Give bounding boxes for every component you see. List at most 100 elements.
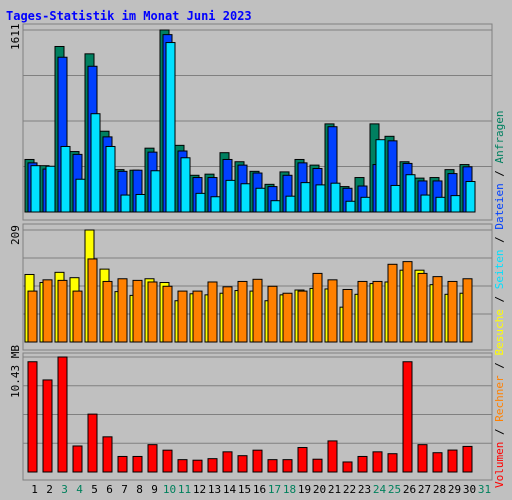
panel-2: 209: [9, 223, 493, 351]
x-tick-label: 25: [388, 483, 401, 496]
bar-rechner-25: [387, 263, 398, 343]
bar-volumen-25: [387, 453, 398, 473]
y-axis-max-label: 209: [9, 225, 22, 245]
bar-volumen-24: [372, 451, 383, 473]
bar-volumen-8: [132, 455, 143, 473]
bar-rechner-4: [72, 290, 83, 343]
bar-rechner-16: [252, 278, 263, 343]
legend-entry: Seiten: [493, 250, 506, 290]
x-tick-label: 7: [121, 483, 128, 496]
bar-volumen-16: [252, 449, 263, 473]
bar-seiten-13: [210, 196, 221, 213]
bar-seiten-12: [195, 192, 206, 213]
bar-volumen-19: [297, 447, 308, 473]
x-tick-label: 20: [313, 483, 326, 496]
bar-rechner-8: [132, 279, 143, 343]
bar-seiten-20: [315, 184, 326, 213]
bar-seiten-29: [450, 195, 461, 213]
bar-volumen-15: [237, 455, 248, 473]
bar-rechner-24: [372, 280, 383, 343]
bar-seiten-14: [225, 179, 236, 213]
bar-rechner-5: [87, 258, 98, 343]
bar-seiten-10: [165, 42, 176, 213]
chart-panels: 1611 209 10.43 MB: [9, 23, 493, 481]
x-tick-label: 10: [163, 483, 176, 496]
panel-3: 10.43 MB: [9, 345, 493, 481]
x-tick-label: 13: [208, 483, 221, 496]
bar-volumen-29: [447, 449, 458, 473]
bar-seiten-26: [405, 174, 416, 213]
bar-rechner-11: [177, 290, 188, 343]
x-tick-label: 29: [448, 483, 461, 496]
y-axis-max-label: 1611: [9, 24, 22, 51]
legend-entry: /: [493, 289, 506, 309]
bar-volumen-5: [87, 413, 98, 473]
bar-rechner-20: [312, 272, 323, 343]
bar-seiten-4: [75, 178, 86, 213]
bar-volumen-18: [282, 459, 293, 473]
bar-volumen-11: [177, 459, 188, 473]
bar-seiten-25: [390, 184, 401, 213]
bar-rechner-22: [342, 288, 353, 343]
bar-seiten-17: [270, 200, 281, 213]
bar-rechner-2: [42, 279, 53, 343]
x-tick-label: 4: [76, 483, 83, 496]
legend-entry: /: [493, 230, 506, 250]
bar-seiten-2: [45, 165, 56, 213]
bar-volumen-20: [312, 458, 323, 473]
bar-volumen-12: [192, 459, 203, 473]
bar-rechner-27: [417, 272, 428, 343]
bar-seiten-19: [300, 182, 311, 213]
bar-rechner-13: [207, 281, 218, 343]
x-tick-label: 26: [403, 483, 416, 496]
bar-rechner-21: [327, 279, 338, 343]
x-tick-label: 21: [328, 483, 341, 496]
x-tick-label: 11: [178, 483, 191, 496]
x-tick-label: 22: [343, 483, 356, 496]
bar-volumen-7: [117, 455, 128, 473]
x-tick-label: 12: [193, 483, 206, 496]
x-tick-label: 15: [238, 483, 251, 496]
legend-entry: Anfragen: [493, 110, 506, 163]
bar-rechner-6: [102, 280, 113, 343]
legend-entry: /: [493, 422, 506, 442]
panel-1: 1611: [9, 23, 493, 221]
bar-rechner-3: [57, 279, 68, 343]
y-axis-max-label: 10.43 MB: [9, 345, 22, 398]
bar-volumen-2: [42, 379, 53, 473]
legend-entry: Dateien: [493, 183, 506, 229]
bar-volumen-1: [27, 361, 38, 473]
bar-seiten-15: [240, 183, 251, 213]
bar-volumen-3: [57, 356, 68, 473]
bar-rechner-14: [222, 286, 233, 343]
bar-volumen-14: [222, 451, 233, 473]
x-tick-label: 1: [31, 483, 38, 496]
bar-seiten-5: [90, 113, 101, 213]
vertical-legend: Volumen / Rechner / Besuche / Seiten / D…: [493, 110, 506, 488]
x-tick-label: 5: [91, 483, 98, 496]
legend-entry: /: [493, 163, 506, 183]
legend-entry: /: [493, 356, 506, 376]
bar-seiten-1: [30, 165, 41, 213]
legend-entry: Volumen: [493, 442, 506, 488]
x-tick-label: 23: [358, 483, 371, 496]
bar-seiten-23: [360, 196, 371, 213]
bar-volumen-6: [102, 436, 113, 473]
x-tick-label: 19: [298, 483, 311, 496]
bar-seiten-27: [420, 194, 431, 213]
bar-seiten-6: [105, 145, 116, 213]
bar-rechner-19: [297, 290, 308, 343]
bar-volumen-30: [462, 445, 473, 473]
bar-rechner-15: [237, 280, 248, 343]
bar-seiten-7: [120, 194, 131, 213]
x-tick-label: 2: [46, 483, 53, 496]
x-tick-label: 17: [268, 483, 281, 496]
bar-seiten-11: [180, 157, 191, 213]
bar-rechner-9: [147, 281, 158, 343]
bar-volumen-10: [162, 449, 173, 473]
bar-volumen-17: [267, 459, 278, 473]
bar-rechner-7: [117, 278, 128, 343]
chart-title: Tages-Statistik im Monat Juni 2023: [6, 9, 252, 23]
x-tick-label: 3: [61, 483, 68, 496]
